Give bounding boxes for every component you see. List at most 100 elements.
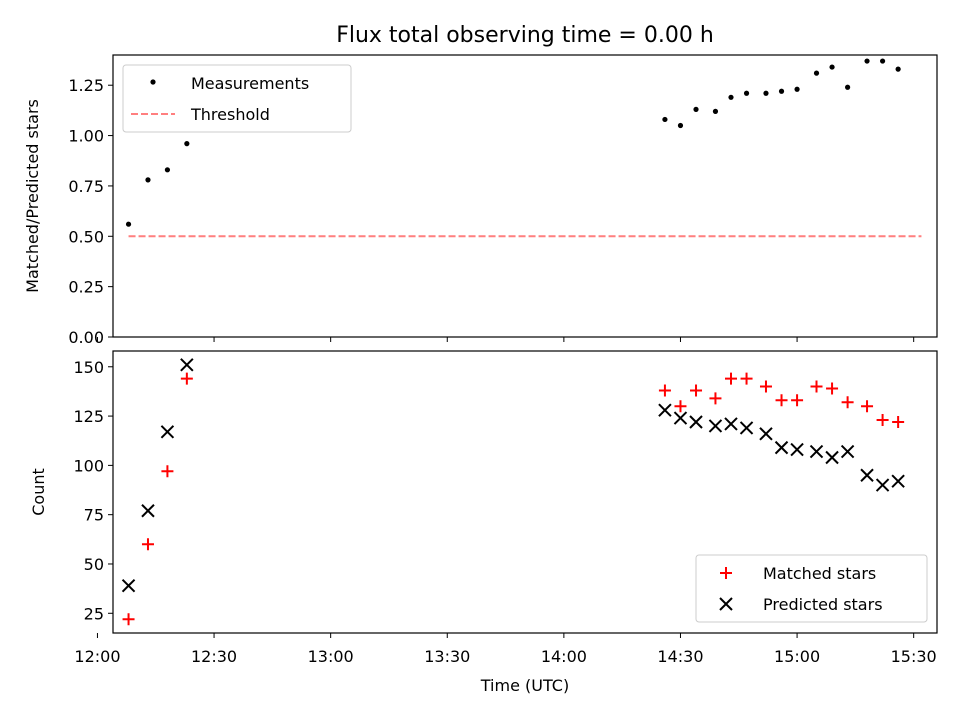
predicted-stars-point <box>891 474 905 488</box>
matched-stars-point <box>141 538 154 551</box>
measurements-point <box>879 58 886 64</box>
ratio-y-tick-label: 0.00 <box>68 328 104 347</box>
measurements-point <box>164 167 171 173</box>
ratio-plot-frame <box>112 54 938 338</box>
measurements-point <box>677 122 684 129</box>
predicted-stars-point <box>708 419 723 433</box>
matched-stars-point <box>740 372 753 385</box>
predicted-stars-point <box>160 425 175 439</box>
count-y-tick-label: 25 <box>84 604 104 623</box>
predicted-stars-point <box>825 450 839 465</box>
ratio-legend: Measurements Threshold <box>122 64 352 133</box>
measurements-point <box>145 177 151 183</box>
legend-threshold-label: Threshold <box>190 105 270 124</box>
count-x-tick-label: 15:00 <box>774 647 820 666</box>
legend-predicted-marker <box>719 597 733 611</box>
matched-stars-point <box>674 400 687 413</box>
count-data-marks <box>121 358 905 626</box>
predicted-stars-point <box>673 411 688 425</box>
matched-stars-point <box>725 372 737 385</box>
ratio-y-ticks: 0.00 0.25 0.50 0.75 1.00 1.25 <box>68 76 113 347</box>
predicted-stars-point <box>121 578 136 593</box>
chart-title: Flux total observing time = 0.00 h <box>336 23 714 48</box>
count-y-tick-label: 75 <box>84 506 104 525</box>
predicted-stars-point <box>774 440 789 455</box>
predicted-stars-point <box>141 504 155 518</box>
measurements-point <box>125 221 132 227</box>
ratio-y-tick-label: 0.25 <box>68 278 104 297</box>
count-y-tick-label: 125 <box>73 407 104 426</box>
matched-stars-point <box>690 384 703 397</box>
measurements-point <box>845 84 851 90</box>
matched-stars-point <box>876 414 889 427</box>
ratio-y-tick-label: 0.50 <box>68 227 104 246</box>
measurements-point <box>728 94 734 100</box>
count-x-ticks: 12:00 12:30 13:00 13:30 14:00 14:30 15:00 15:30 <box>74 633 937 666</box>
count-x-tick-label: 14:00 <box>541 647 587 666</box>
predicted-stars-point <box>840 444 855 459</box>
ratio-y-tick-label: 1.25 <box>68 76 104 95</box>
measurements-point <box>864 58 870 64</box>
matched-stars-point <box>180 372 193 385</box>
matched-stars-point <box>892 415 905 428</box>
legend-measurements-label: Measurements <box>191 74 309 93</box>
measurements-point <box>743 90 750 96</box>
ratio-y-tick-label: 0.75 <box>68 177 104 196</box>
matched-stars-point <box>861 400 874 413</box>
count-x-tick-label: 15:30 <box>891 647 937 666</box>
predicted-stars-point <box>809 444 824 459</box>
measurements-point <box>794 86 800 92</box>
predicted-stars-point <box>860 468 874 482</box>
count-y-tick-label: 100 <box>73 456 104 475</box>
ratio-y-axis-label: Matched/Predicted stars <box>23 99 42 293</box>
matched-stars-point <box>759 380 772 393</box>
count-legend: Matched stars Predicted stars <box>695 554 928 623</box>
count-x-tick-label: 13:30 <box>424 647 470 666</box>
legend-matched-marker <box>720 567 732 579</box>
measurements-point <box>712 108 719 114</box>
measurements-point <box>662 116 668 123</box>
count-x-tick-label: 13:00 <box>308 647 354 666</box>
count-y-tick-label: 50 <box>84 555 104 574</box>
predicted-stars-point <box>759 427 773 441</box>
matched-stars-point <box>841 396 854 409</box>
predicted-stars-point <box>180 358 194 372</box>
legend-measurements-marker <box>150 79 156 85</box>
count-plot-frame <box>112 350 938 634</box>
count-y-tick-label: 150 <box>73 358 104 377</box>
ratio-legend-box <box>122 64 352 133</box>
measurements-point <box>813 70 820 76</box>
count-x-axis-label: Time (UTC) <box>480 676 569 695</box>
legend-matched-label: Matched stars <box>763 564 876 583</box>
count-x-tick-label: 12:30 <box>191 647 237 666</box>
ratio-x-ticks <box>96 337 915 342</box>
ratio-panel: Matched/Predicted stars 0.00 0.25 0.50 0.75… <box>23 54 938 347</box>
measurements-point <box>763 90 769 96</box>
count-y-axis-label: Count <box>29 468 48 516</box>
count-x-tick-label: 14:30 <box>657 647 703 666</box>
matched-stars-point <box>709 392 722 405</box>
matched-stars-point <box>122 613 135 626</box>
count-legend-box <box>695 554 928 623</box>
matched-stars-point <box>791 394 804 407</box>
predicted-stars-point <box>724 417 738 431</box>
count-y-ticks: 25 50 75 100 125 150 <box>73 358 113 623</box>
measurements-point <box>829 64 835 70</box>
matched-stars-point <box>161 465 174 478</box>
predicted-stars-point <box>739 421 754 435</box>
count-x-tick-label: 12:00 <box>74 647 120 666</box>
measurements-point <box>778 88 785 94</box>
matched-stars-point <box>810 380 823 393</box>
predicted-stars-point <box>658 403 672 417</box>
measurements-point <box>693 106 699 112</box>
ratio-y-tick-label: 1.00 <box>68 127 104 146</box>
matched-stars-point <box>775 394 788 407</box>
predicted-stars-point <box>689 415 703 429</box>
legend-predicted-label: Predicted stars <box>763 595 883 614</box>
matched-stars-point <box>658 384 671 397</box>
measurements-point <box>184 141 190 147</box>
predicted-stars-point <box>875 478 890 492</box>
measurements-point <box>895 66 901 72</box>
